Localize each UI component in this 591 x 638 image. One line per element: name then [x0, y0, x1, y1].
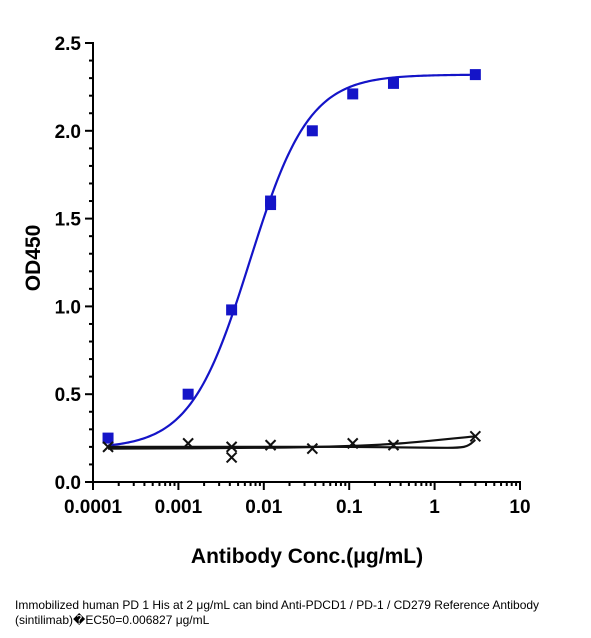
x-marker: [102, 441, 114, 453]
x-marker-stroke: [306, 442, 319, 455]
figure-caption: Immobilized human PD 1 His at 2 μg/mL ca…: [15, 598, 540, 627]
x-tick-label: 10: [509, 497, 530, 518]
x-marker: [387, 439, 400, 451]
x-tick-label: 0.0001: [64, 497, 123, 518]
y-tick-label: 1.0: [55, 297, 81, 318]
binding-curve-chart: 0.00.51.01.52.02.50.0001 0.001 0.01 0.1 1 10 …: [22, 34, 531, 568]
x-marker-stroke: [387, 439, 400, 451]
x-marker: [264, 439, 277, 451]
x-marker-stroke: [469, 430, 482, 443]
x-marker-stroke: [225, 441, 238, 453]
fit-curves: [107, 73, 477, 450]
square-marker: [102, 432, 114, 444]
x-marker: [225, 451, 238, 464]
square-marker: [347, 88, 359, 100]
x-marker-stroke: [225, 451, 238, 464]
x-tick-label: 0.1: [336, 497, 363, 518]
x-marker-stroke: [102, 441, 114, 453]
square-marker: [387, 77, 399, 89]
square-marker: [226, 304, 238, 316]
y-axis-title: OD450: [22, 225, 45, 292]
square-marker: [182, 388, 194, 400]
fit-curve-pd1: [107, 73, 476, 447]
y-tick-label: 2.0: [55, 122, 81, 143]
x-marker-stroke: [182, 437, 194, 450]
fit-curve-baseline-lower: [108, 438, 477, 449]
x-tick-label: 1: [429, 497, 440, 518]
y-tick-label: 0.5: [55, 385, 82, 406]
square-marker: [469, 69, 481, 81]
axes: 0.0 0.5 1.0 1.5 2.0 2.5 0.0001 0.001 0.01 0.1 1 10: [55, 34, 531, 518]
x-tick-label: 0.001: [155, 497, 203, 518]
square-marker: [265, 195, 277, 207]
x-marker-stroke: [347, 437, 359, 450]
y-tick-label: 2.5: [55, 34, 82, 55]
square-marker: [306, 125, 318, 137]
x-axis-title: Antibody Conc.(μg/mL): [191, 545, 423, 568]
x-marker: [306, 442, 319, 455]
x-marker: [225, 441, 238, 453]
y-tick-label: 0.0: [55, 473, 81, 494]
x-marker-stroke: [264, 439, 277, 451]
x-tick-label: 0.01: [245, 497, 282, 518]
y-tick-label: 1.5: [55, 210, 82, 231]
x-marker: [347, 437, 359, 450]
x-marker: [469, 430, 482, 443]
data-points: [102, 69, 482, 464]
x-marker: [182, 437, 194, 450]
